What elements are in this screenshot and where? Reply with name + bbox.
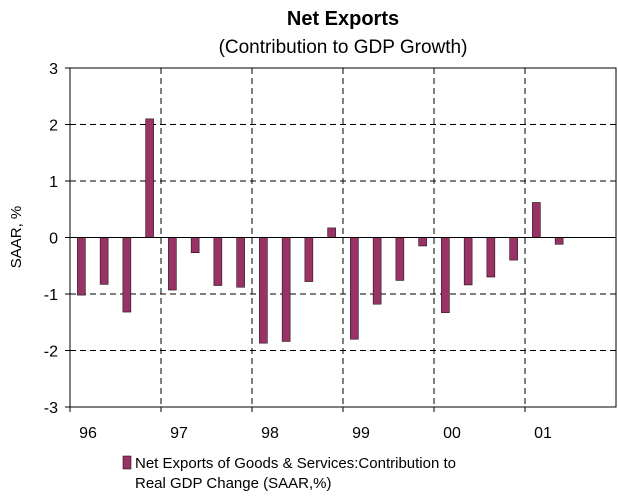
legend: Net Exports of Goods & Services:Contribu…	[122, 455, 456, 492]
bar-97Q1	[168, 237, 177, 291]
bar-98Q4	[327, 227, 336, 238]
bar-99Q3	[395, 237, 405, 281]
bar-00Q1	[441, 237, 450, 313]
y-tick-label: -1	[44, 287, 58, 304]
y-tick-label: 2	[49, 118, 58, 135]
bar-96Q4	[145, 118, 154, 238]
y-axis-ticks: 3 2 1 0 -1 -2 -3	[44, 61, 70, 417]
bar-99Q2	[372, 237, 382, 305]
bar-98Q1	[259, 237, 268, 344]
bar-99Q1	[350, 237, 359, 340]
y-tick-label: 0	[49, 231, 58, 248]
bar-00Q2	[463, 237, 473, 286]
x-tick-label: 01	[534, 425, 552, 442]
bars	[77, 118, 564, 344]
legend-swatch	[122, 455, 132, 470]
chart-title: Net Exports	[287, 8, 399, 30]
bar-96Q1	[77, 237, 86, 296]
x-axis-ticks: 96 97 98 99 00 01	[69, 407, 552, 442]
bar-01Q1	[532, 202, 541, 238]
bar-00Q3	[486, 237, 496, 278]
bar-00Q4	[509, 237, 518, 261]
bar-96Q3	[122, 237, 132, 313]
y-axis-label: SAAR, %	[8, 206, 25, 269]
x-tick-label: 97	[170, 425, 188, 442]
bar-96Q2	[99, 237, 109, 285]
legend-label-line2: Real GDP Change (SAAR,%)	[135, 475, 331, 492]
y-tick-label: -3	[44, 400, 58, 417]
bar-99Q4	[418, 237, 427, 247]
bar-97Q2	[190, 237, 200, 254]
y-tick-label: -2	[44, 344, 58, 361]
x-tick-label: 99	[352, 425, 370, 442]
bar-97Q3	[213, 237, 223, 286]
grid-lines	[70, 68, 616, 407]
bar-97Q4	[236, 237, 245, 288]
x-tick-label: 98	[261, 425, 279, 442]
bar-98Q2	[281, 237, 291, 342]
chart-subtitle: (Contribution to GDP Growth)	[219, 37, 468, 58]
y-tick-label: 3	[49, 61, 58, 78]
legend-label-line1: Net Exports of Goods & Services:Contribu…	[135, 455, 456, 472]
x-tick-label: 96	[79, 425, 97, 442]
bar-01Q2	[554, 237, 564, 245]
y-tick-label: 1	[49, 174, 58, 191]
x-tick-label: 00	[443, 425, 461, 442]
bar-98Q3	[304, 237, 314, 282]
